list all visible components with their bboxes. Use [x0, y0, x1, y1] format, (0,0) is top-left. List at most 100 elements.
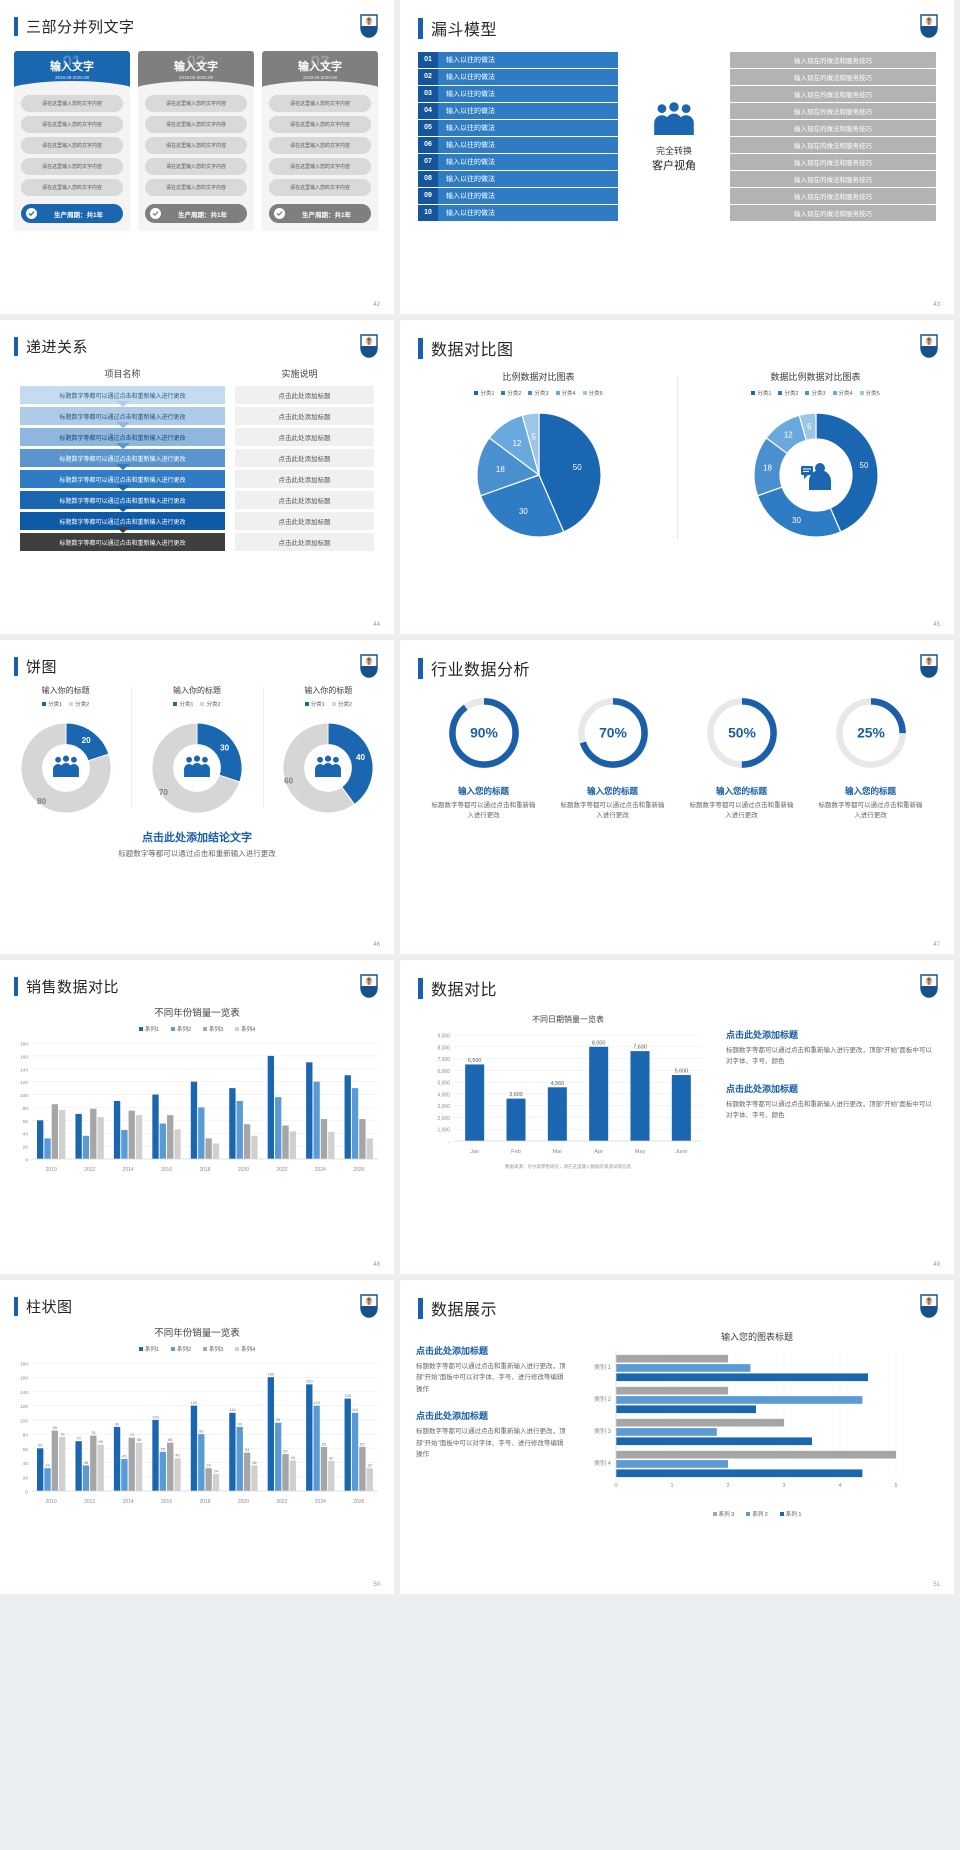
bar[interactable] — [97, 1117, 104, 1159]
table-row[interactable]: 标题数字等都可以通过点击和重新输入进行更改 点击此处添加标题 — [20, 491, 374, 512]
column-footer[interactable]: 生产周期：共1年 — [269, 204, 371, 223]
bar[interactable] — [243, 1124, 251, 1159]
outcome-row[interactable]: 输入现在的做法和服务技巧 — [730, 154, 936, 170]
bar[interactable] — [212, 1473, 220, 1491]
bar[interactable] — [167, 1115, 174, 1159]
table-row[interactable]: 标题数字等都可以通过点击和重新输入进行更改 点击此处添加标题 — [20, 449, 374, 470]
bar[interactable] — [289, 1460, 297, 1491]
outcome-row[interactable]: 输入现在的做法和服务技巧 — [730, 86, 936, 102]
bar[interactable] — [82, 1135, 90, 1159]
bar[interactable] — [282, 1454, 289, 1491]
bar[interactable] — [121, 1130, 128, 1159]
progressive-step[interactable]: 标题数字等都可以通过点击和重新输入进行更改 — [20, 533, 225, 551]
progressive-step[interactable]: 标题数字等都可以通过点击和重新输入进行更改 — [20, 407, 225, 428]
bar[interactable] — [359, 1446, 366, 1491]
content-column-2[interactable]: 02 输入文字 2018.08-2020.08 请在这里输入您的文字内容 请在这里… — [138, 51, 254, 231]
outcome-row[interactable]: 输入现在的做法和服务技巧 — [730, 69, 936, 85]
block-heading[interactable]: 点击此处添加标题 — [726, 1030, 799, 1040]
bar[interactable] — [616, 1354, 728, 1363]
table-row[interactable]: 标题数字等都可以通过点击和重新输入进行更改 点击此处添加标题 — [20, 428, 374, 449]
table-row[interactable]: 标题数字等都可以通过点击和重新输入进行更改 点击此处添加标题 — [20, 386, 374, 407]
bar[interactable] — [275, 1097, 282, 1159]
funnel-row[interactable]: 06 输入以往的做法 — [418, 137, 618, 153]
bar[interactable] — [344, 1398, 351, 1491]
bar[interactable] — [616, 1386, 728, 1395]
outcome-row[interactable]: 输入现在的做法和服务技巧 — [730, 120, 936, 136]
bar[interactable] — [616, 1396, 863, 1404]
donut-slice[interactable] — [327, 722, 374, 806]
bar[interactable] — [616, 1405, 756, 1414]
bar[interactable] — [616, 1418, 784, 1427]
bar[interactable] — [328, 1131, 335, 1159]
bar[interactable] — [174, 1458, 181, 1491]
bar[interactable] — [198, 1107, 205, 1159]
progressive-step[interactable]: 标题数字等都可以通过点击和重新输入进行更改 — [20, 491, 225, 512]
bar[interactable] — [174, 1129, 181, 1159]
bar[interactable] — [90, 1435, 97, 1491]
bar[interactable] — [351, 1412, 359, 1491]
bar[interactable] — [251, 1135, 258, 1159]
bar[interactable] — [113, 1427, 121, 1491]
bar[interactable] — [36, 1448, 44, 1491]
block-heading[interactable]: 点击此处添加标题 — [416, 1411, 489, 1422]
bar[interactable] — [630, 1051, 650, 1141]
bar[interactable] — [506, 1098, 526, 1141]
outcome-row[interactable]: 输入现在的做法和服务技巧 — [730, 188, 936, 204]
bar[interactable] — [121, 1459, 128, 1491]
bar[interactable] — [267, 1377, 275, 1491]
bar[interactable] — [36, 1120, 44, 1159]
bar[interactable] — [205, 1468, 212, 1491]
bar[interactable] — [44, 1468, 51, 1491]
bar[interactable] — [616, 1373, 868, 1382]
block-heading[interactable]: 点击此处添加标题 — [726, 1083, 799, 1094]
bar[interactable] — [366, 1468, 373, 1491]
outcome-row[interactable]: 输入现在的做法和服务技巧 — [730, 103, 936, 119]
bar[interactable] — [282, 1125, 289, 1159]
bar[interactable] — [589, 1046, 609, 1141]
bar[interactable] — [229, 1088, 236, 1159]
table-row[interactable]: 标题数字等都可以通过点击和重新输入进行更改 点击此处添加标题 — [20, 407, 374, 428]
bar[interactable] — [159, 1451, 167, 1491]
content-column-3[interactable]: 03 输入文字 2018.08-2020.08 请在这里输入您的文字内容 请在这里… — [262, 51, 378, 231]
bar[interactable] — [51, 1430, 59, 1491]
content-column-1[interactable]: 01 输入文字 2018.08-2020.08 请在这里输入您的文字内容 请在这里… — [14, 51, 130, 231]
funnel-row[interactable]: 03 输入以往的做法 — [418, 86, 618, 102]
progressive-step[interactable]: 标题数字等都可以通过点击和重新输入进行更改 — [20, 428, 225, 449]
bar[interactable] — [289, 1131, 297, 1159]
table-row[interactable]: 标题数字等都可以通过点击和重新输入进行更改 点击此处添加标题 — [20, 533, 374, 551]
bar[interactable] — [97, 1444, 104, 1491]
outcome-row[interactable]: 输入现在的做法和服务技巧 — [730, 52, 936, 68]
pie-slice[interactable] — [798, 412, 817, 442]
table-row[interactable]: 标题数字等都可以通过点击和重新输入进行更改 点击此处添加标题 — [20, 470, 374, 491]
bar[interactable] — [275, 1422, 282, 1491]
bar[interactable] — [306, 1062, 313, 1159]
funnel-row[interactable]: 08 输入以往的做法 — [418, 171, 618, 187]
bar[interactable] — [229, 1412, 236, 1491]
column-footer[interactable]: 生产周期：共1年 — [21, 204, 123, 223]
bar[interactable] — [465, 1064, 485, 1141]
bar[interactable] — [547, 1087, 567, 1141]
bar[interactable] — [320, 1446, 328, 1491]
bar[interactable] — [366, 1138, 373, 1159]
bar[interactable] — [359, 1119, 366, 1159]
bar[interactable] — [251, 1465, 258, 1491]
bar[interactable] — [59, 1436, 66, 1491]
donut-slice[interactable] — [20, 722, 112, 814]
progressive-step[interactable]: 标题数字等都可以通过点击和重新输入进行更改 — [20, 470, 225, 491]
bar[interactable] — [306, 1384, 313, 1491]
pie-slice[interactable] — [814, 412, 879, 533]
funnel-row[interactable]: 02 输入以往的做法 — [418, 69, 618, 85]
bar[interactable] — [51, 1104, 59, 1159]
bar[interactable] — [82, 1465, 90, 1491]
funnel-row[interactable]: 09 输入以往的做法 — [418, 188, 618, 204]
bar[interactable] — [152, 1094, 159, 1159]
bar[interactable] — [113, 1101, 121, 1159]
bar[interactable] — [616, 1364, 751, 1372]
bar[interactable] — [616, 1428, 717, 1436]
bar[interactable] — [267, 1055, 275, 1159]
pie-slice[interactable] — [479, 474, 564, 538]
bar[interactable] — [212, 1143, 220, 1159]
bar[interactable] — [236, 1101, 243, 1159]
bar[interactable] — [236, 1427, 243, 1491]
progressive-step[interactable]: 标题数字等都可以通过点击和重新输入进行更改 — [20, 386, 225, 407]
